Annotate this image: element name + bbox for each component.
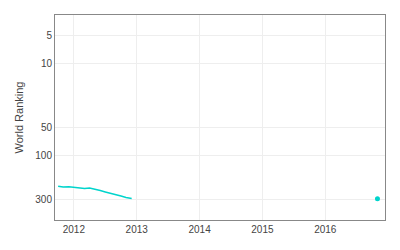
svg-text:5: 5	[46, 30, 52, 41]
svg-text:2013: 2013	[126, 224, 149, 235]
svg-text:2014: 2014	[188, 224, 211, 235]
svg-text:10: 10	[41, 58, 53, 69]
svg-text:World Ranking: World Ranking	[13, 82, 25, 154]
svg-text:2015: 2015	[251, 224, 274, 235]
svg-text:300: 300	[35, 194, 52, 205]
svg-text:2016: 2016	[314, 224, 337, 235]
svg-text:50: 50	[41, 122, 53, 133]
svg-text:2012: 2012	[63, 224, 86, 235]
svg-text:100: 100	[35, 150, 52, 161]
